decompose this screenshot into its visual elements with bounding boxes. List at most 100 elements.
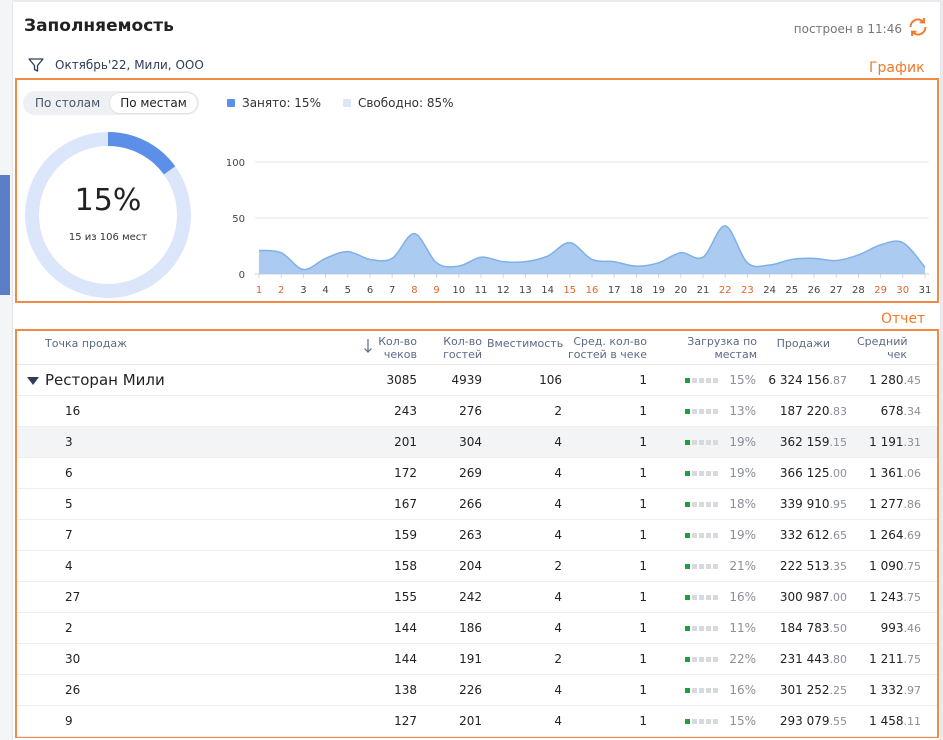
load-segment xyxy=(699,439,704,445)
avg-check-decimal: .97 xyxy=(903,684,922,697)
cell-point-label: 26 xyxy=(65,683,81,697)
cell-point-label: 30 xyxy=(65,652,81,666)
header-point[interactable]: Точка продаж xyxy=(45,337,127,350)
cell-point-name: 16 xyxy=(65,404,80,418)
cell-guests: 263 xyxy=(459,528,482,542)
table-row[interactable]: 16 243 276 2 1 13% 187 220.83 678.34 xyxy=(17,396,937,427)
cell-point-label: 2 xyxy=(65,621,73,635)
header-load[interactable]: Загрузка по местам xyxy=(677,335,757,361)
x-tick-label: 6 xyxy=(367,285,373,296)
load-segment xyxy=(713,501,718,507)
sales-integer: 339 910 xyxy=(779,497,830,511)
sales-integer: 222 513 xyxy=(779,559,830,573)
load-segment xyxy=(685,470,690,476)
load-segment xyxy=(685,625,690,631)
x-tick-label: 17 xyxy=(608,285,621,296)
cell-guests: 201 xyxy=(459,714,482,728)
load-segment xyxy=(692,656,697,662)
cell-load: 18% xyxy=(685,497,756,511)
donut-busy-arc xyxy=(25,132,191,298)
header-sales[interactable]: Продажи xyxy=(776,337,830,350)
load-segment xyxy=(699,718,704,724)
load-percent: 21% xyxy=(729,559,756,573)
sort-down-icon[interactable] xyxy=(363,338,373,354)
y-tick-label: 100 xyxy=(226,158,245,169)
cell-checks: 127 xyxy=(394,714,417,728)
header-capacity[interactable]: Вместимость xyxy=(487,337,564,350)
load-segment xyxy=(699,594,704,600)
cell-avg-guests: 1 xyxy=(639,652,647,666)
collapse-triangle-icon[interactable] xyxy=(27,376,39,385)
load-percent: 16% xyxy=(729,590,756,604)
table-row[interactable]: 26 138 226 4 1 16% 301 252.25 1 332.97 xyxy=(17,675,937,706)
table-row[interactable]: 3 201 304 4 1 19% 362 159.15 1 191.31 xyxy=(17,427,937,458)
table-row[interactable]: 7 159 263 4 1 19% 332 612.65 1 264.69 xyxy=(17,520,937,551)
load-segment xyxy=(713,470,718,476)
x-tick-label: 1 xyxy=(256,285,262,296)
filter-row[interactable]: Октябрь'22, Мили, ООО xyxy=(27,56,204,74)
cell-point-label: 3 xyxy=(65,435,73,449)
cell-load: 22% xyxy=(685,652,756,666)
table-row[interactable]: 4 158 204 2 1 21% 222 513.35 1 090.75 xyxy=(17,551,937,582)
sales-decimal: .15 xyxy=(829,436,848,449)
table-row[interactable]: 27 155 242 4 1 16% 300 987.00 1 243.75 xyxy=(17,582,937,613)
cell-point-label: 27 xyxy=(65,590,81,604)
table-row[interactable]: 30 144 191 2 1 22% 231 443.80 1 211.75 xyxy=(17,644,937,675)
load-segment xyxy=(706,656,711,662)
sales-integer: 362 159 xyxy=(779,435,830,449)
cell-sales: 366 125.00 xyxy=(747,466,847,480)
cell-guests: 204 xyxy=(459,559,482,573)
cell-guests: 191 xyxy=(459,652,482,666)
sales-decimal: .95 xyxy=(829,498,848,511)
load-segment xyxy=(685,687,690,693)
cell-checks: 159 xyxy=(394,528,417,542)
cell-sales: 222 513.35 xyxy=(747,559,847,573)
chart-section: По столам По местам Занято: 15% Свободно… xyxy=(15,78,939,303)
filter-icon[interactable] xyxy=(27,56,45,74)
header-avg-check[interactable]: Средний чек xyxy=(857,335,908,361)
x-tick-label: 21 xyxy=(697,285,710,296)
avg-check-integer: 993 xyxy=(880,621,904,635)
area-fill xyxy=(259,225,925,274)
view-toggle[interactable]: По столам По местам xyxy=(23,91,199,115)
filter-summary[interactable]: Октябрь'22, Мили, ООО xyxy=(55,58,204,72)
load-segment xyxy=(692,439,697,445)
load-segment xyxy=(699,501,704,507)
report-annotation: Отчет xyxy=(881,311,926,327)
cell-checks: 167 xyxy=(394,497,417,511)
cell-checks: 243 xyxy=(394,404,417,418)
occupancy-panel: Заполняемость построен в 11:46 Октябрь'2… xyxy=(12,2,941,740)
load-segment xyxy=(706,625,711,631)
header-checks[interactable]: Кол-во чеков xyxy=(377,335,417,361)
avg-check-decimal: .75 xyxy=(903,560,922,573)
toggle-by-tables[interactable]: По столам xyxy=(35,96,101,110)
table-row[interactable]: 9 127 201 4 1 15% 293 079.55 1 458.11 xyxy=(17,706,937,737)
x-tick-label: 31 xyxy=(919,285,932,296)
x-tick-label: 10 xyxy=(452,285,465,296)
table-row[interactable]: 2 144 186 4 1 11% 184 783.50 993.46 xyxy=(17,613,937,644)
load-segment xyxy=(699,377,704,383)
legend-busy-label: Занято: 15% xyxy=(242,96,321,110)
x-tick-label: 15 xyxy=(563,285,576,296)
header-avg-guests-line2: гостей в чеке xyxy=(567,348,647,361)
x-tick-label: 5 xyxy=(345,285,351,296)
cell-avg-check: 678.34 xyxy=(847,404,921,418)
load-segment xyxy=(713,687,718,693)
table-row-total[interactable]: Ресторан Мили 3085 4939 106 1 15% 6 324 156.87… xyxy=(17,365,937,396)
refresh-icon[interactable] xyxy=(906,15,930,39)
y-tick-label: 50 xyxy=(232,214,245,225)
header-guests-line1: Кол-во xyxy=(443,335,482,348)
table-row[interactable]: 5 167 266 4 1 18% 339 910.95 1 277.86 xyxy=(17,489,937,520)
sales-decimal: .55 xyxy=(829,715,848,728)
load-segment xyxy=(699,470,704,476)
x-tick-label: 24 xyxy=(763,285,776,296)
toggle-by-seats[interactable]: По местам xyxy=(110,93,197,113)
x-tick-label: 11 xyxy=(475,285,488,296)
cell-point-name: 30 xyxy=(65,652,80,666)
built-at-text: построен в 11:46 xyxy=(793,22,902,36)
table-row[interactable]: 6 172 269 4 1 19% 366 125.00 1 361.06 xyxy=(17,458,937,489)
cell-load: 16% xyxy=(685,683,756,697)
load-segment xyxy=(692,470,697,476)
header-guests[interactable]: Кол-во гостей xyxy=(437,335,482,361)
header-avg-guests[interactable]: Сред. кол-во гостей в чеке xyxy=(567,335,647,361)
